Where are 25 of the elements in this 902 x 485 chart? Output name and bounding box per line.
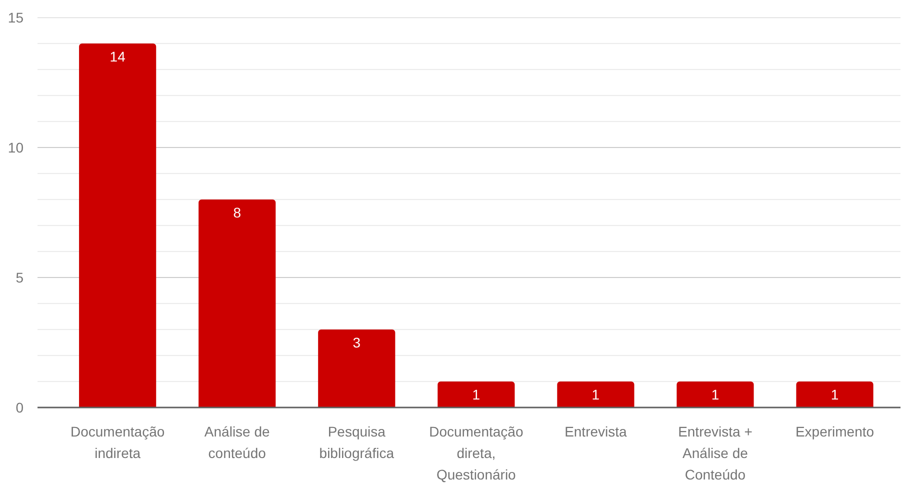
data-label: 14 [110, 48, 126, 64]
data-label: 1 [472, 386, 480, 402]
data-label: 8 [233, 204, 242, 220]
x-tick-label: Análise de conteúdo [204, 424, 270, 462]
x-tick-label: Pesquisa bibliográfica [319, 424, 394, 462]
data-label: 1 [592, 386, 600, 402]
y-tick-label: 10 [8, 140, 24, 156]
y-tick-label: 15 [8, 10, 24, 26]
x-tick-label: Documentação direta, Questionário [429, 424, 524, 483]
y-tick-label: 5 [16, 270, 24, 286]
x-tick-label: Entrevista [564, 424, 628, 440]
bar [676, 382, 754, 408]
data-label: 3 [352, 334, 361, 350]
bar [438, 382, 515, 408]
bar [318, 330, 396, 408]
data-label: 1 [711, 386, 720, 402]
x-tick-label: Documentação indireta [70, 424, 165, 462]
bar [198, 200, 276, 408]
bar [557, 382, 634, 408]
bar [79, 44, 156, 408]
x-tick-label: Entrevista + Análise de Conteúdo [678, 424, 752, 483]
bar [796, 382, 874, 408]
x-tick-label: Experimento [795, 424, 874, 440]
data-label: 1 [830, 386, 839, 402]
y-tick-label: 0 [16, 400, 24, 416]
